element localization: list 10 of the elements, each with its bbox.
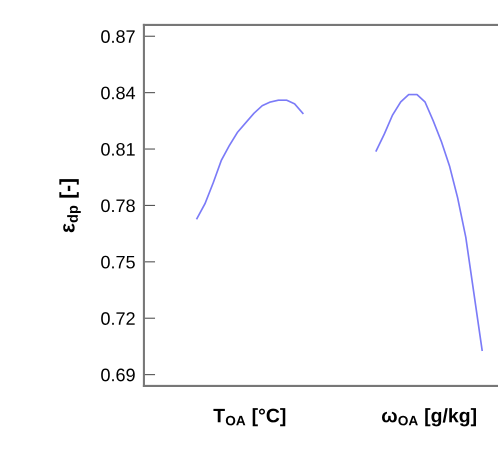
- text: ω$_{OA}$ [g/kg]: [382, 408, 476, 426]
- y-tick-label: 0.72: [101, 312, 135, 325]
- y-tick-label: 0.78: [101, 199, 135, 212]
- text: T$_{OA}$ [°C]: [213, 408, 286, 426]
- y-tick-label: 0.84: [101, 86, 136, 100]
- y-tick-label: 0.87: [101, 30, 135, 43]
- y-axis-title: ε$_{dp}$ [-]: [59, 179, 81, 232]
- y-tick-label: 0.69: [101, 368, 135, 382]
- y-tick-label: 0.75: [101, 256, 135, 269]
- y-tick-label: 0.81: [101, 142, 135, 156]
